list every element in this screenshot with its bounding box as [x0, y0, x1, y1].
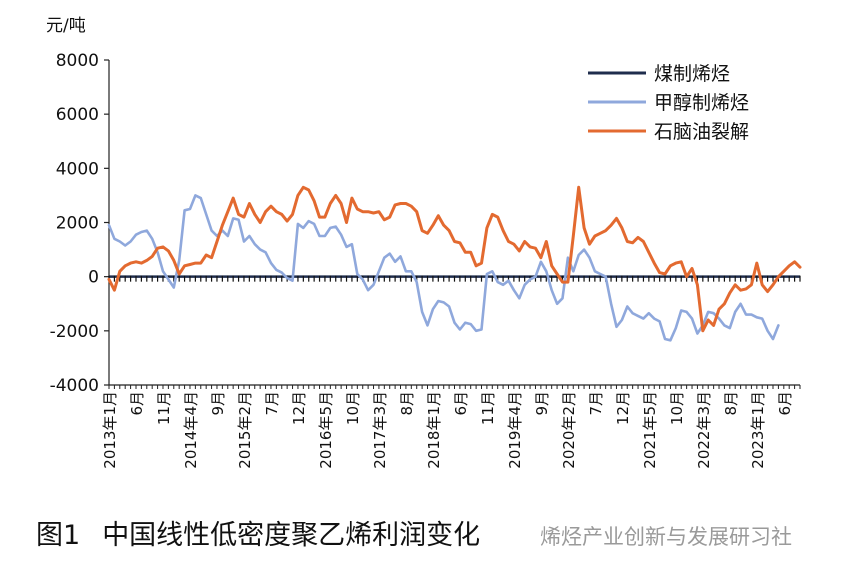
x-tick-label: 11月 [155, 391, 173, 425]
x-tick-label: 2016年5月 [317, 391, 335, 469]
x-tick-label: 12月 [290, 391, 308, 425]
watermark-text: 烯烃产业创新与发展研习社 [540, 525, 792, 549]
y-tick-label: 8000 [56, 51, 99, 71]
x-tick-label: 7月 [263, 391, 281, 416]
x-tick-label: 2014年4月 [182, 391, 200, 469]
x-tick-label: 8月 [398, 391, 416, 416]
y-tick-label: 2000 [56, 214, 99, 234]
y-tick-label: 4000 [56, 159, 99, 179]
x-tick-label: 6月 [776, 391, 794, 416]
x-axis: 2013年1月 6月 11月 2014年4月 9月 2015年2月 7月 12月 2016年5月… [101, 384, 801, 469]
x-tick-label: 2017年3月 [371, 391, 389, 469]
y-tick-label: -2000 [50, 322, 99, 342]
x-tick-label: 6月 [128, 391, 146, 416]
figure-title: 中国线性低密度聚乙烯利润变化 [102, 520, 481, 551]
y-axis-unit-label: 元/吨 [46, 16, 86, 36]
x-tick-label: 2022年3月 [695, 391, 713, 469]
series-line-methanol-to-olefin [107, 194, 780, 342]
series-line-naphtha-cracking [107, 185, 802, 333]
x-tick-label: 2023年1月 [749, 391, 767, 469]
x-tick-label: 2020年2月 [560, 391, 578, 469]
x-tick-label: 10月 [344, 391, 362, 425]
legend-label: 煤制烯烃 [654, 63, 730, 85]
y-tick-label: 6000 [56, 105, 99, 125]
legend-label: 石脑油裂解 [654, 121, 749, 143]
profit-line-chart: 元/吨 8000 6000 4000 2000 0 -2000 -4000 2013年1月 6… [46, 16, 802, 469]
x-tick-label: 12月 [614, 391, 632, 425]
x-tick-label: 2019年4月 [506, 391, 524, 469]
figure-caption: 图1 中国线性低密度聚乙烯利润变化 [36, 513, 480, 552]
x-tick-label: 2013年1月 [101, 391, 119, 469]
y-axis: 8000 6000 4000 2000 0 -2000 -4000 [50, 51, 110, 396]
x-tick-label: 8月 [722, 391, 740, 416]
x-tick-label: 11月 [479, 391, 497, 425]
y-tick-label: 0 [88, 268, 99, 288]
figure-number: 图1 [36, 520, 81, 551]
x-tick-label: 9月 [533, 391, 551, 416]
series-layer [107, 185, 802, 342]
x-tick-label: 2021年5月 [641, 391, 659, 469]
x-tick-label: 9月 [209, 391, 227, 416]
legend-label: 甲醇制烯烃 [654, 92, 749, 114]
x-tick-label: 2018年1月 [425, 391, 443, 469]
x-tick-label: 2015年2月 [236, 391, 254, 469]
x-tick-label: 7月 [587, 391, 605, 416]
y-tick-label: -4000 [50, 376, 99, 396]
x-tick-label: 10月 [668, 391, 686, 425]
x-tick-label: 6月 [452, 391, 470, 416]
